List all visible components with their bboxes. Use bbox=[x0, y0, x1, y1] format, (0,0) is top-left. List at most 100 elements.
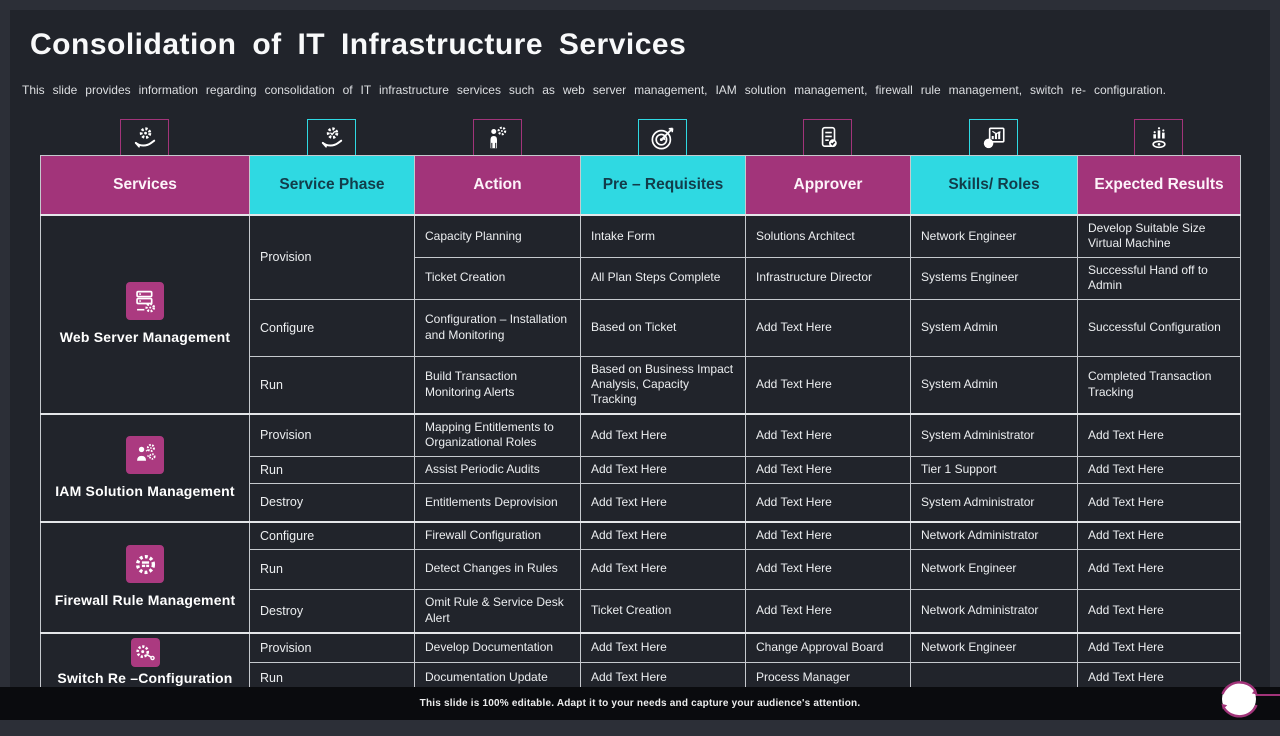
hand-gear-icon bbox=[120, 119, 169, 157]
action-cell: Detect Changes in Rules bbox=[414, 548, 581, 590]
server-gear-icon bbox=[126, 282, 164, 321]
phase-cell: Provision bbox=[249, 632, 415, 664]
result-cell: Completed Transaction Tracking bbox=[1077, 355, 1241, 415]
skills-cell: Network Engineer bbox=[910, 548, 1078, 590]
action-cell: Mapping Entitlements to Organizational R… bbox=[414, 413, 581, 457]
result-cell: Add Text Here bbox=[1077, 482, 1241, 523]
result-cell: Successful Hand off to Admin bbox=[1077, 256, 1241, 300]
approver-cell: Change Approval Board bbox=[745, 632, 911, 664]
table-row: IAM Solution Management Provision Mappin… bbox=[40, 413, 1241, 523]
skills-cell: Network Engineer bbox=[910, 214, 1078, 258]
phase-cell: Provision bbox=[249, 214, 415, 300]
header-pre-requisites: Pre – Requisites bbox=[580, 155, 746, 216]
firewall-gear-icon bbox=[126, 545, 164, 584]
phase-cell: Configure bbox=[249, 521, 415, 550]
table-row: Ticket Creation All Plan Steps Complete … bbox=[41, 256, 1241, 300]
result-cell: Add Text Here bbox=[1077, 548, 1241, 590]
approver-cell: Add Text Here bbox=[745, 355, 911, 415]
header-expected-results: Expected Results bbox=[1077, 155, 1241, 216]
svg-text:$: $ bbox=[986, 139, 990, 148]
result-cell: Successful Configuration bbox=[1077, 298, 1241, 357]
action-cell: Entitlements Deprovision bbox=[414, 482, 581, 523]
approver-cell: Add Text Here bbox=[745, 588, 911, 634]
table-row: Destroy Omit Rule & Service Desk Alert T… bbox=[41, 588, 1241, 634]
action-cell: Configuration – Installation and Monitor… bbox=[414, 298, 581, 357]
growth-audience-icon bbox=[1134, 119, 1183, 157]
table-row: Switch Re –Configuration Provision Devel… bbox=[40, 631, 1241, 693]
approver-cell: Solutions Architect bbox=[745, 214, 911, 258]
table-row: Configure Configuration – Installation a… bbox=[41, 298, 1241, 357]
skills-cell: Network Engineer bbox=[910, 632, 1078, 664]
header-approver: Approver bbox=[745, 155, 911, 216]
logo-accent-line bbox=[1252, 694, 1280, 696]
skills-cell: Network Administrator bbox=[910, 521, 1078, 550]
skills-cell: System Administrator bbox=[910, 413, 1078, 457]
footer-text: This slide is 100% editable. Adapt it to… bbox=[419, 698, 861, 709]
circular-arrows-logo bbox=[1206, 665, 1272, 736]
action-cell: Ticket Creation bbox=[414, 256, 581, 300]
phase-cell: Destroy bbox=[249, 588, 415, 634]
prereq-cell: Add Text Here bbox=[580, 632, 746, 664]
table-row: Web Server Management Provision Capacity… bbox=[40, 214, 1241, 415]
target-arrow-icon bbox=[638, 119, 687, 157]
header-service-phase: Service Phase bbox=[249, 155, 415, 216]
approver-cell: Infrastructure Director bbox=[745, 256, 911, 300]
skills-cell: System Admin bbox=[910, 298, 1078, 357]
approver-cell: Add Text Here bbox=[745, 521, 911, 550]
table-row: Run Detect Changes in Rules Add Text Her… bbox=[41, 548, 1241, 590]
header-services: Services bbox=[40, 155, 250, 216]
approver-cell: Add Text Here bbox=[745, 548, 911, 590]
approver-cell: Add Text Here bbox=[745, 413, 911, 457]
identity-gears-icon bbox=[126, 435, 164, 474]
prereq-cell: Add Text Here bbox=[580, 455, 746, 484]
prereq-cell: Based on Business Impact Analysis, Capac… bbox=[580, 355, 746, 415]
person-gear-icon bbox=[472, 119, 522, 157]
action-cell: Build Transaction Monitoring Alerts bbox=[414, 355, 581, 415]
approver-cell: Add Text Here bbox=[745, 298, 911, 357]
table-row: Destroy Entitlements Deprovision Add Tex… bbox=[41, 482, 1241, 523]
action-cell: Develop Documentation bbox=[414, 632, 581, 664]
result-cell: Add Text Here bbox=[1077, 455, 1241, 484]
skills-cell: Tier 1 Support bbox=[910, 455, 1078, 484]
page-subtitle: This slide provides information regardin… bbox=[22, 83, 1166, 97]
footer-band: This slide is 100% editable. Adapt it to… bbox=[0, 687, 1280, 720]
phase-cell: Provision bbox=[249, 413, 415, 457]
skills-cell: Systems Engineer bbox=[910, 256, 1078, 300]
service-name: Web Server Management bbox=[59, 329, 231, 346]
result-cell: Add Text Here bbox=[1077, 632, 1241, 664]
hand-gear-check-icon bbox=[307, 119, 356, 157]
skills-cell: System Administrator bbox=[910, 482, 1078, 523]
finance-chart-icon: $ bbox=[969, 119, 1018, 157]
skills-cell: Network Administrator bbox=[910, 588, 1078, 634]
action-cell: Assist Periodic Audits bbox=[414, 455, 581, 484]
approver-cell: Add Text Here bbox=[745, 455, 911, 484]
approver-cell: Add Text Here bbox=[745, 482, 911, 523]
service-name: Switch Re –Configuration bbox=[57, 670, 233, 686]
prereq-cell: Add Text Here bbox=[580, 548, 746, 590]
phase-cell: Run bbox=[249, 548, 415, 590]
document-check-icon bbox=[803, 119, 852, 157]
services-table: Services Service Phase Action Pre – Requ… bbox=[40, 155, 1241, 693]
service-cell-firewall: Firewall Rule Management bbox=[40, 521, 250, 634]
prereq-cell: Intake Form bbox=[580, 214, 746, 258]
action-cell: Firewall Configuration bbox=[414, 521, 581, 550]
service-cell-web-server: Web Server Management bbox=[40, 214, 250, 415]
service-name: IAM Solution Management bbox=[55, 482, 235, 499]
header-action: Action bbox=[414, 155, 581, 216]
result-cell: Add Text Here bbox=[1077, 413, 1241, 457]
table-row: Firewall Rule Management Configure Firew… bbox=[40, 521, 1241, 634]
prereq-cell: All Plan Steps Complete bbox=[580, 256, 746, 300]
action-cell: Capacity Planning bbox=[414, 214, 581, 258]
phase-cell: Configure bbox=[249, 298, 415, 357]
table-row: Run Assist Periodic Audits Add Text Here… bbox=[41, 455, 1241, 484]
phase-cell: Run bbox=[249, 355, 415, 415]
skills-cell: System Admin bbox=[910, 355, 1078, 415]
action-cell: Omit Rule & Service Desk Alert bbox=[414, 588, 581, 634]
result-cell: Add Text Here bbox=[1077, 521, 1241, 550]
prereq-cell: Based on Ticket bbox=[580, 298, 746, 357]
result-cell: Add Text Here bbox=[1077, 588, 1241, 634]
service-cell-switch: Switch Re –Configuration bbox=[40, 631, 250, 693]
service-cell-iam: IAM Solution Management bbox=[40, 413, 250, 523]
result-cell: Develop Suitable Size Virtual Machine bbox=[1077, 214, 1241, 258]
header-row: Services Service Phase Action Pre – Requ… bbox=[40, 155, 1241, 216]
